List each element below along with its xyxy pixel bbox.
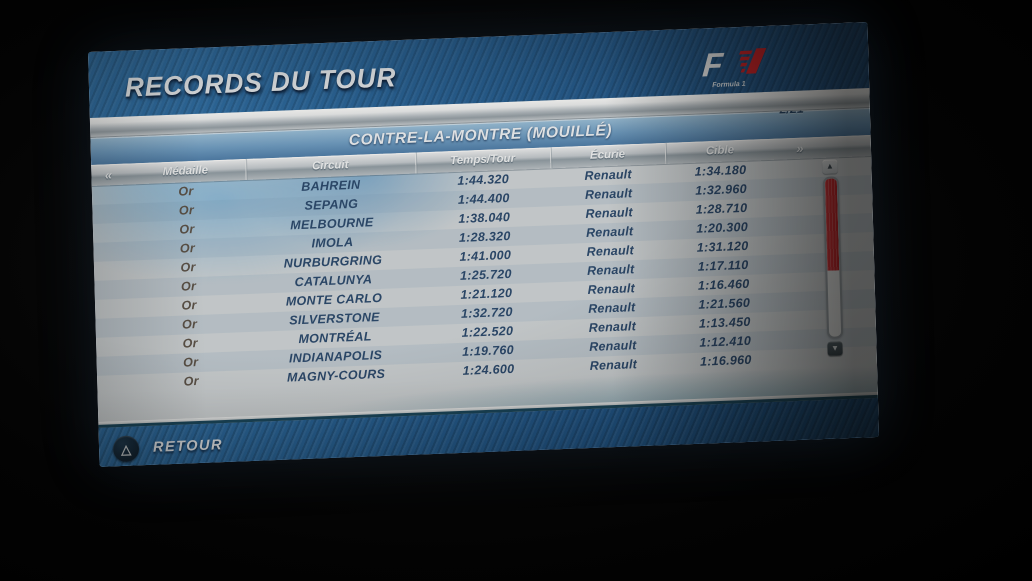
medal-cell: Or: [183, 373, 200, 389]
team-cell: Renault: [589, 357, 638, 373]
target-cell: 1:16.960: [699, 352, 752, 369]
chevron-down-icon: ▼: [830, 343, 840, 353]
column-header-team: Écurie: [550, 143, 666, 168]
scrollbar-fill[interactable]: [824, 178, 839, 271]
time-cell: 1:24.600: [462, 361, 515, 378]
psp-game-screen: RECORDS DU TOUR F Formula 1: [88, 22, 880, 467]
column-header-target: Cible: [665, 139, 776, 164]
table-body: Or BAHREIN 1:44.320 Renault 1:34.180 Or …: [92, 156, 877, 395]
scroll-down-button[interactable]: ▼: [827, 341, 843, 356]
scroll-up-button[interactable]: ▲: [822, 159, 838, 174]
page-next-icon[interactable]: »: [796, 140, 804, 156]
triangle-button-icon: △: [120, 441, 132, 457]
page-prev-icon[interactable]: «: [104, 167, 113, 183]
content-area: CONTRE-LA-MONTRE (MOUILLÉ) 2/21 « Médail…: [90, 108, 878, 422]
chevron-up-icon: ▲: [825, 161, 835, 171]
page-title: RECORDS DU TOUR: [124, 62, 397, 103]
f1-logo-icon: F Formula 1: [698, 43, 789, 90]
back-button-label[interactable]: RETOUR: [152, 437, 224, 456]
triangle-button[interactable]: △: [112, 435, 140, 463]
svg-text:F: F: [701, 47, 725, 85]
formula1-logo-subtext: Formula 1: [712, 81, 746, 89]
